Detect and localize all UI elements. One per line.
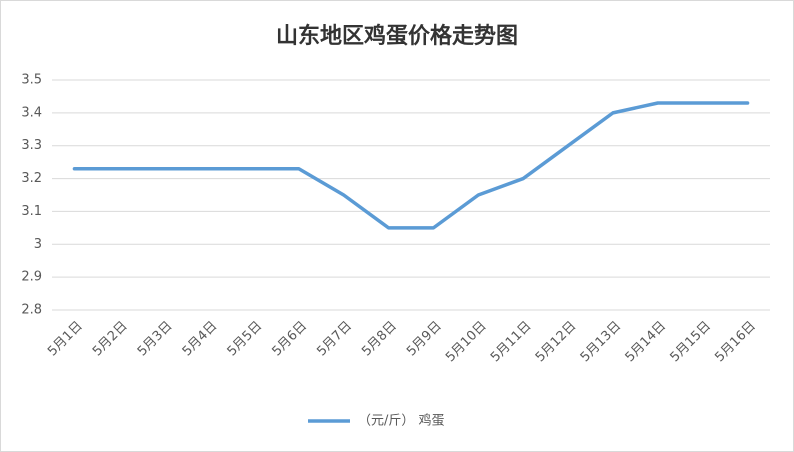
data-line xyxy=(72,101,750,230)
y-tick-label: 3.3 xyxy=(21,138,42,153)
legend-label: （元/斤） 鸡蛋 xyxy=(358,413,445,429)
chart-title: 山东地区鸡蛋价格走势图 xyxy=(276,23,518,49)
y-tick-label: 3.1 xyxy=(21,204,42,219)
y-tick-label: 3.2 xyxy=(21,171,42,186)
y-tick-label: 3.5 xyxy=(21,73,42,88)
y-tick-label: 3.4 xyxy=(21,105,42,120)
y-tick-label: 2.9 xyxy=(21,270,42,285)
y-tick-label: 3 xyxy=(34,237,42,252)
y-tick-label: 2.8 xyxy=(21,303,42,318)
